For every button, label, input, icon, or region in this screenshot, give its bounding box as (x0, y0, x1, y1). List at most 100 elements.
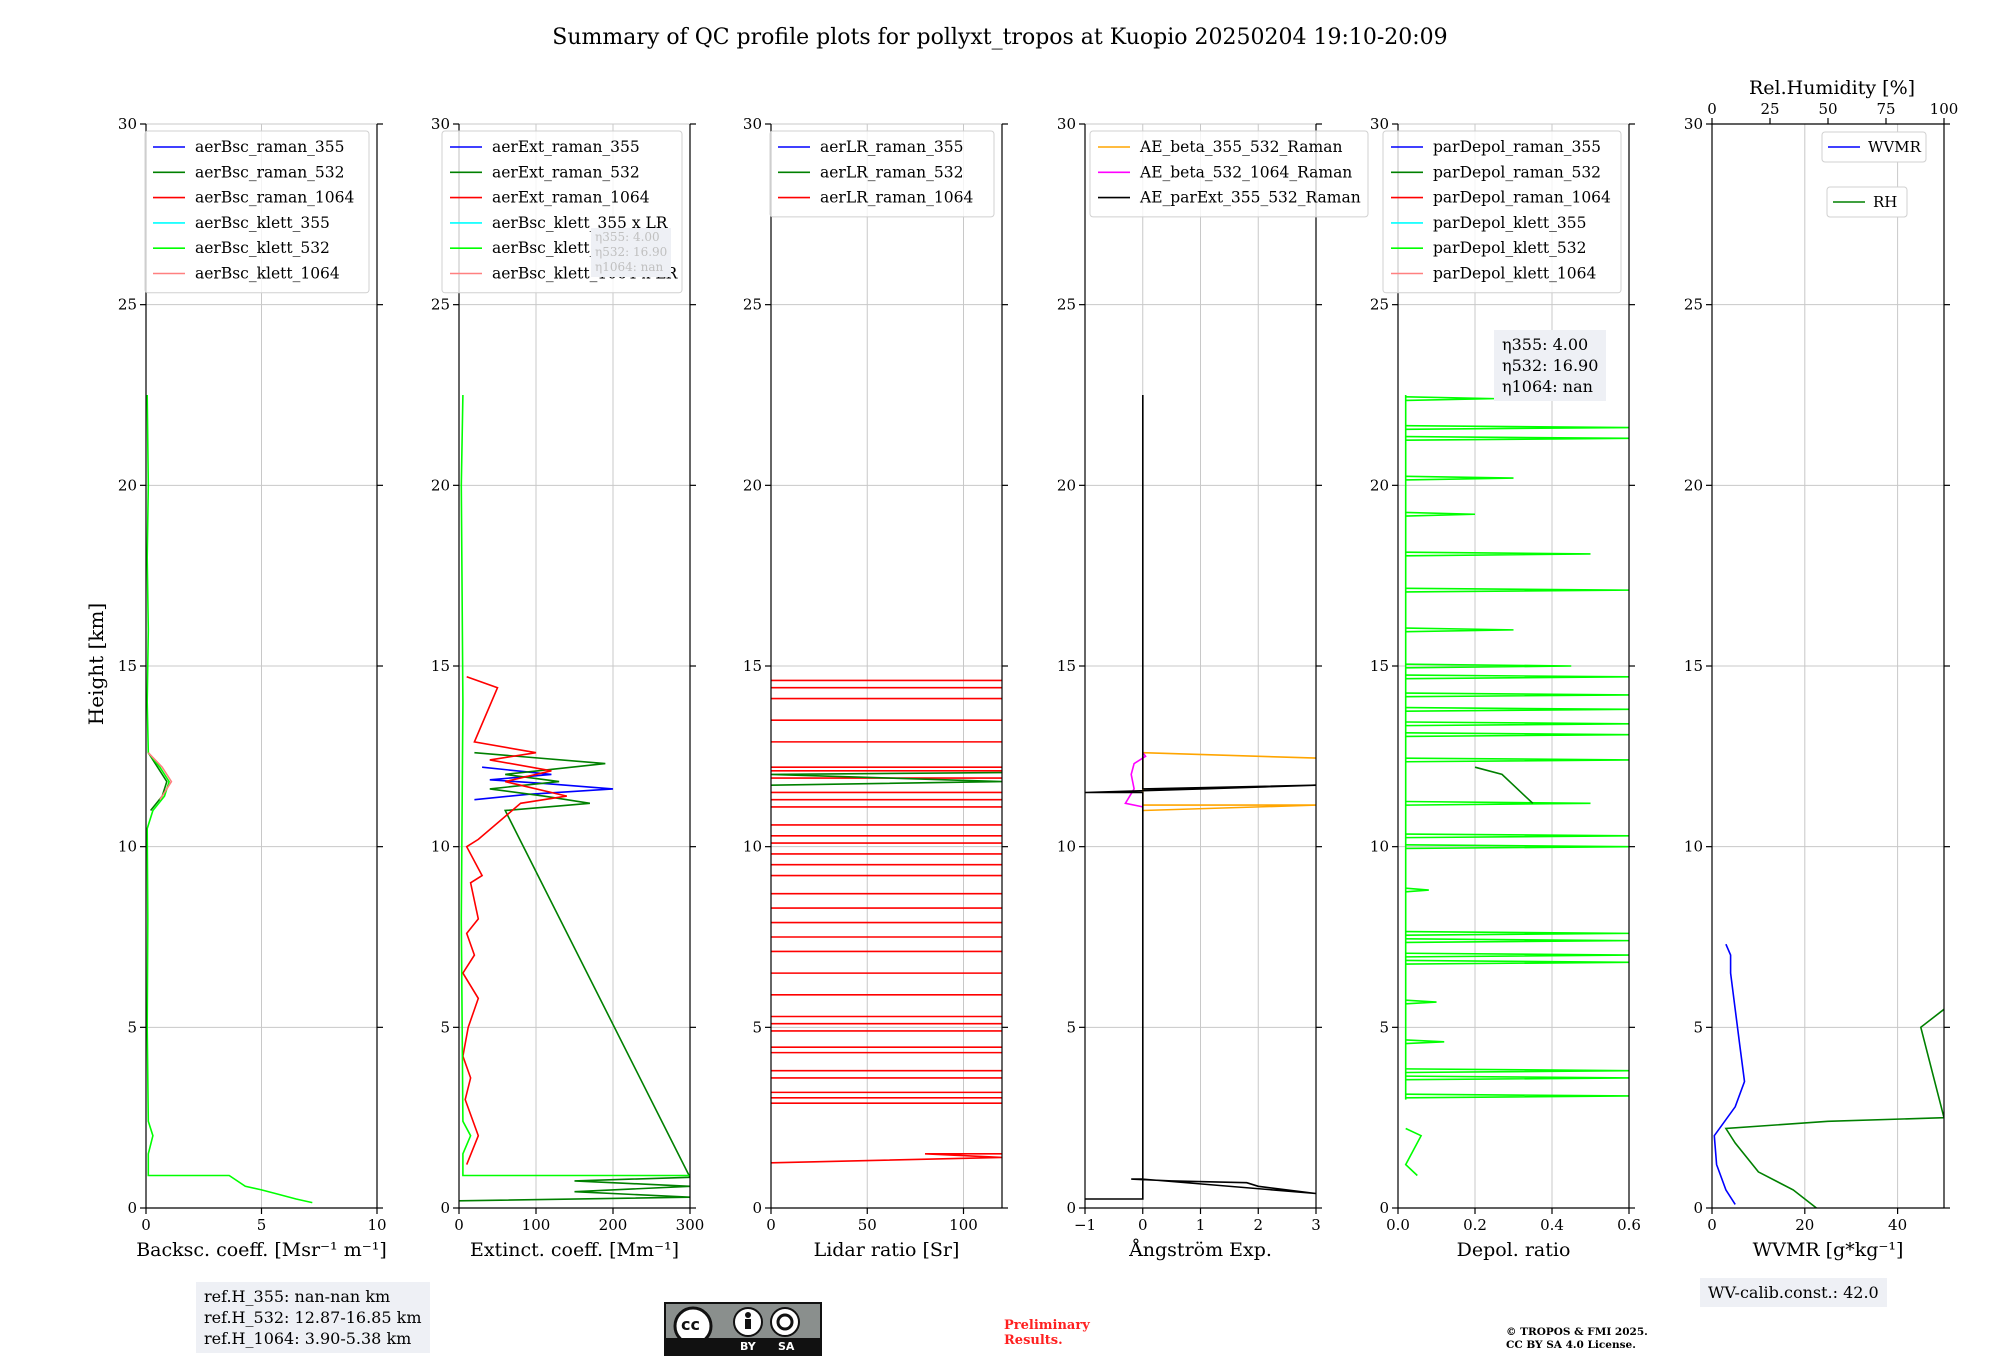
y-tick-label: 0 (127, 1199, 137, 1217)
depol-spike (1405, 1068, 1629, 1074)
y-tick-label: 0 (1379, 1199, 1389, 1217)
series-line-AE_beta_532_1064_Raman (1124, 752, 1147, 808)
x-tick-label: 0 (454, 1216, 464, 1234)
depol-spike (1405, 674, 1629, 680)
x-tick-label: −1 (1074, 1216, 1096, 1234)
plot-area-extinction (459, 394, 690, 1202)
ref-height-box: ref.H_355: nan-nan km ref.H_532: 12.87-1… (196, 1282, 430, 1353)
legend-entry: parDepol_klett_532 (1433, 239, 1586, 257)
depol-spike (1405, 396, 1495, 402)
plot-area-wvmr (1713, 943, 1944, 1208)
y-tick-label: 15 (1057, 657, 1076, 675)
series-line-aerExt_raman_1064 (461, 676, 567, 1165)
cc-sa-label: SA (778, 1340, 795, 1353)
y-tick-label: 30 (118, 115, 137, 133)
eta-1064: η1064: nan (1502, 377, 1593, 396)
y-tick-label: 10 (1057, 838, 1076, 856)
copyright-line-2: CC BY SA 4.0 License. (1506, 1339, 1636, 1351)
plot-area-lidar_ratio (771, 679, 1002, 1164)
top-x-tick-label: 100 (1930, 100, 1959, 118)
x-axis-label: Ångström Exp. (1128, 1239, 1272, 1261)
x-tick-label: 1 (1196, 1216, 1206, 1234)
legend-entry: aerExt_raman_532 (492, 163, 640, 181)
y-tick-label: 0 (1066, 1199, 1076, 1217)
series-line-aerLR_raman_1064 (771, 1153, 1002, 1164)
x-axis-label: Backsc. coeff. [Msr⁻¹ m⁻¹] (136, 1239, 387, 1261)
legend-box (1821, 131, 1927, 163)
x-tick-label: 40 (1888, 1216, 1907, 1234)
x-axis-label: WVMR [g*kg⁻¹] (1753, 1239, 1904, 1261)
legend-box (1089, 130, 1369, 218)
legend-entry: RH (1873, 193, 1897, 211)
legend-entry: aerExt_raman_1064 (492, 189, 650, 207)
cc-license-badge[interactable]: cc BY SA (664, 1302, 822, 1356)
panel-lidar_ratio: 0 5 10 15 20 25 30 0 50 100 Lidar ratio [Sr] aerLR_… (743, 115, 1008, 1261)
series-line-WVMR (1713, 943, 1746, 1205)
legend-box (1826, 186, 1908, 218)
legend-entry: parDepol_raman_1064 (1433, 189, 1611, 207)
legend-entry: parDepol_raman_355 (1433, 138, 1601, 156)
y-tick-label: 25 (1370, 296, 1389, 314)
copyright-line-1: © TROPOS & FMI 2025. (1506, 1326, 1648, 1338)
depol-spike (1405, 706, 1629, 712)
legend-entry: aerBsc_raman_1064 (195, 189, 355, 207)
y-tick-label: 10 (1370, 838, 1389, 856)
x-tick-label: 100 (522, 1216, 551, 1234)
depol-spike (1405, 1075, 1629, 1081)
top-x-tick-label: 25 (1760, 100, 1779, 118)
x-tick-label: 200 (599, 1216, 628, 1234)
legend-entry: aerBsc_klett_532 (195, 239, 330, 257)
preliminary-note: Preliminary Results. (1004, 1318, 1090, 1348)
legend-entry: parDepol_klett_355 (1433, 214, 1586, 232)
y-tick-label: 10 (743, 838, 762, 856)
preliminary-line-1: Preliminary (1004, 1318, 1090, 1333)
series-line-aerLR_raman_532 (771, 771, 1002, 786)
series-line-aerBsc_raman_532 (147, 752, 168, 812)
depol-spike (1405, 721, 1629, 727)
y-tick-label: 30 (743, 115, 762, 133)
hidden-eta-1064: η1064: nan (595, 260, 664, 274)
depol-spike (1405, 424, 1629, 431)
y-axis-label: Height [km] (84, 603, 108, 725)
depol-spike (1405, 930, 1629, 936)
hidden-eta-532: η532: 16.90 (595, 245, 668, 259)
x-tick-label: 0.4 (1540, 1216, 1564, 1234)
x-tick-label: 0.6 (1617, 1216, 1641, 1234)
y-tick-label: 20 (118, 476, 137, 494)
y-tick-label: 5 (752, 1018, 762, 1036)
legend-entry: aerBsc_klett_355 x LR (492, 214, 669, 232)
legend-entry: aerLR_raman_355 (820, 138, 963, 156)
depol-spike (1405, 587, 1629, 593)
legend-box (144, 130, 370, 294)
y-tick-label: 20 (1684, 476, 1703, 494)
y-tick-label: 10 (431, 838, 450, 856)
depol-spike (1405, 999, 1437, 1005)
y-tick-label: 20 (431, 476, 450, 494)
legend-entry: parDepol_raman_532 (1433, 163, 1601, 181)
y-tick-label: 25 (431, 296, 450, 314)
x-tick-label: 0.0 (1386, 1216, 1410, 1234)
y-tick-label: 25 (118, 296, 137, 314)
y-tick-label: 20 (1057, 476, 1076, 494)
plot-area-depol (1404, 395, 1629, 1177)
y-tick-label: 0 (752, 1199, 762, 1217)
depol-spike (1405, 1039, 1445, 1045)
series-line-aerExt_raman_532 (459, 751, 690, 1202)
wv-calib-const: WV-calib.const.: 42.0 (1708, 1283, 1879, 1302)
y-tick-label: 25 (1684, 296, 1703, 314)
plot-area-backscatter (146, 394, 313, 1204)
y-tick-label: 5 (1693, 1018, 1703, 1036)
x-axis-label: Extinct. coeff. [Mm⁻¹] (470, 1239, 679, 1261)
ref-height-355: ref.H_355: nan-nan km (204, 1287, 391, 1306)
y-tick-label: 0 (1693, 1199, 1703, 1217)
x-axis-label: Lidar ratio [Sr] (814, 1239, 960, 1261)
legend-entry: WVMR (1868, 138, 1922, 156)
y-tick-label: 10 (118, 838, 137, 856)
y-tick-label: 15 (743, 657, 762, 675)
legend-entry: aerBsc_raman_355 (195, 138, 345, 156)
legend-box (1382, 130, 1622, 294)
depol-spike (1405, 938, 1629, 944)
top-x-tick-label: 75 (1876, 100, 1895, 118)
y-tick-label: 5 (1379, 1018, 1389, 1036)
